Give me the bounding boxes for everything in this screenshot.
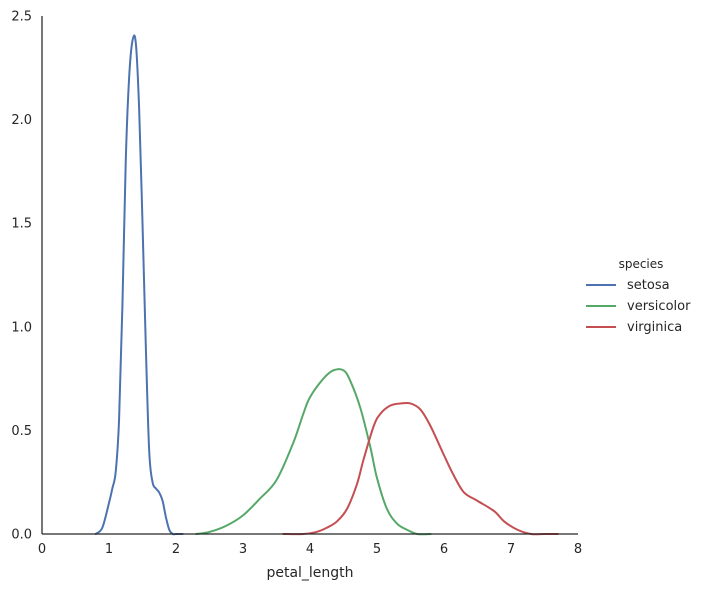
legend-label-versicolor: versicolor bbox=[627, 299, 691, 314]
x-tick-label: 6 bbox=[440, 542, 448, 557]
x-tick-label: 1 bbox=[105, 542, 113, 557]
legend-label-virginica: virginica bbox=[627, 320, 682, 335]
y-tick-label: 0.5 bbox=[11, 424, 32, 439]
series-line-virginica bbox=[282, 401, 559, 536]
series-line-setosa bbox=[94, 34, 184, 536]
series-line-versicolor bbox=[195, 368, 432, 536]
legend: species setosa versicolor virginica bbox=[586, 257, 691, 335]
y-tick-label: 2.0 bbox=[11, 113, 32, 128]
legend-title: species bbox=[619, 257, 664, 271]
x-axis-label: petal_length bbox=[266, 565, 353, 581]
y-tick-label: 2.5 bbox=[11, 10, 32, 25]
legend-label-setosa: setosa bbox=[627, 278, 670, 293]
x-tick-label: 8 bbox=[574, 542, 582, 557]
x-tick-label: 5 bbox=[373, 542, 381, 557]
y-tick-label: 0.0 bbox=[11, 528, 32, 543]
x-tick-label: 2 bbox=[172, 542, 180, 557]
x-tick-label: 7 bbox=[507, 542, 515, 557]
x-tick-label: 0 bbox=[38, 542, 46, 557]
y-tick-label: 1.5 bbox=[11, 217, 32, 232]
axes: 0 1 2 3 4 5 6 7 8 0.0 0.5 1.0 1.5 2.0 2.5 bbox=[11, 10, 582, 558]
plot-area bbox=[94, 34, 559, 536]
y-tick-label: 1.0 bbox=[11, 320, 32, 335]
x-tick-label: 3 bbox=[239, 542, 247, 557]
x-tick-label: 4 bbox=[306, 542, 314, 557]
